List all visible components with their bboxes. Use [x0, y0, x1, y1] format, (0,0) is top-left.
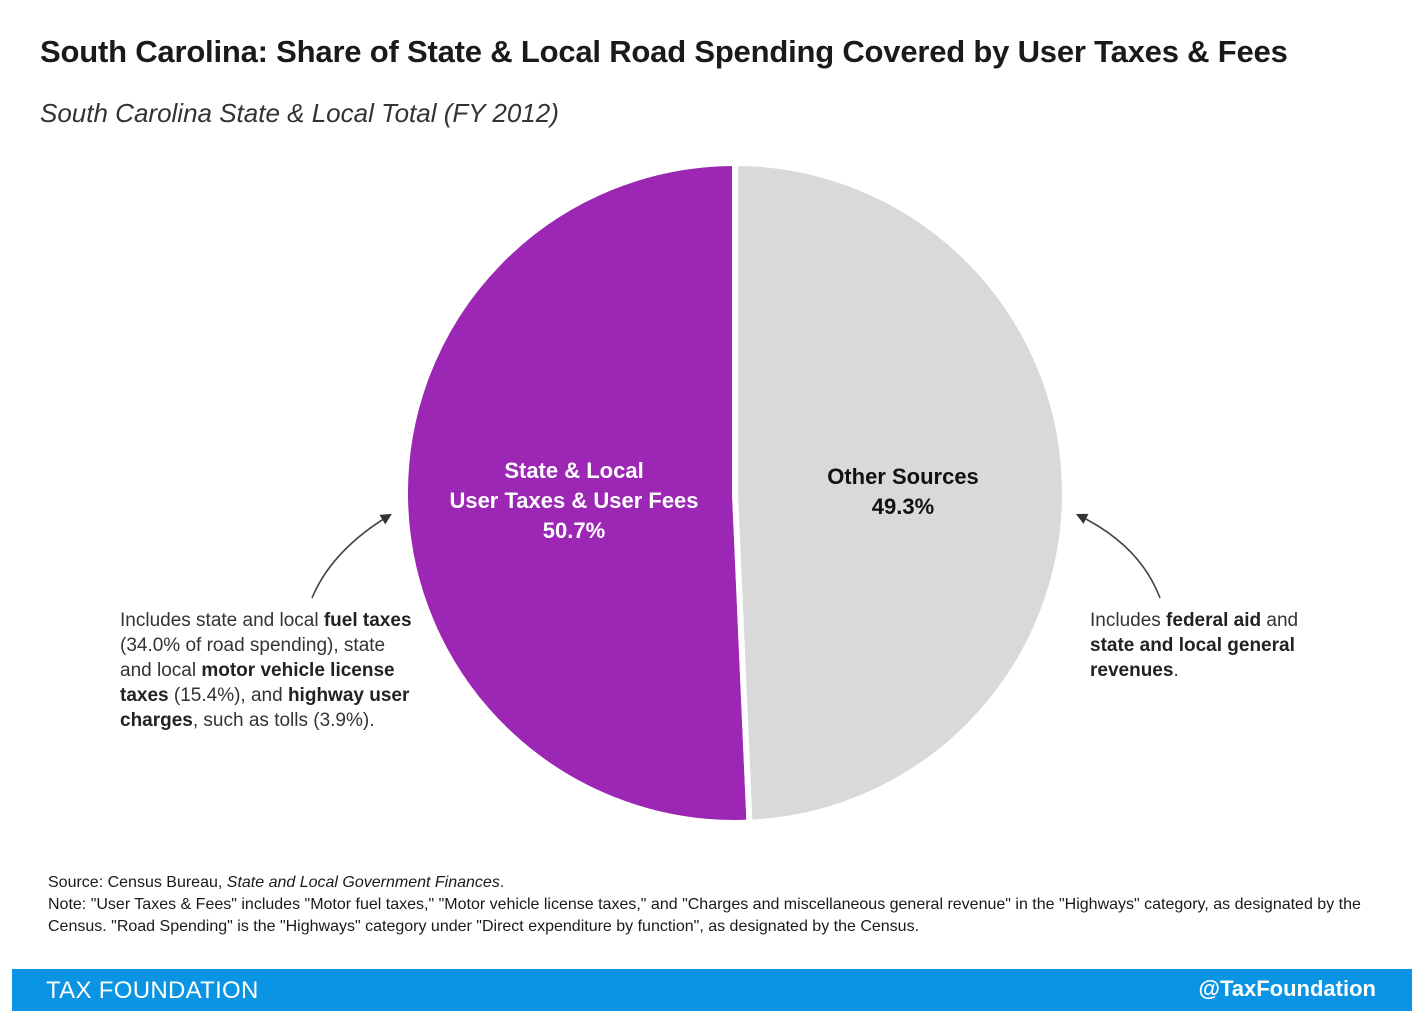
footer-bar: TAX FOUNDATION @TaxFoundation — [12, 969, 1412, 1011]
fuel-taxes-emphasis: fuel taxes — [323, 610, 412, 631]
pie-slices — [402, 160, 1068, 826]
user-charges-emphasis: highway user charges — [120, 685, 410, 731]
general-revenues-emphasis: state and local general revenues — [1090, 635, 1295, 681]
chart-title: South Carolina: Share of State & Local R… — [40, 34, 1288, 69]
pie-chart: State & Local User Taxes & User Fees 50.7%… — [311, 160, 1161, 826]
federal-aid-emphasis: federal aid — [1166, 610, 1262, 631]
chart-subtitle: South Carolina State & Local Total (FY 2… — [40, 98, 559, 128]
source-title: State and Local Government Finances — [226, 874, 500, 891]
footer-brand: TAX FOUNDATION — [46, 977, 259, 1004]
footer-handle[interactable]: @TaxFoundation — [1198, 976, 1376, 1001]
pie-slice-other-sources — [732, 160, 1068, 826]
source-line: Source: Census Bureau, State and Local G… — [48, 874, 505, 891]
user-taxes-label: State & Local User Taxes & User Fees 50.7% — [449, 458, 698, 543]
license-taxes-emphasis: motor vehicle license taxes — [120, 660, 395, 706]
note-line: Note: "User Taxes & Fees" includes "Moto… — [48, 896, 1361, 935]
left-annotation-arrow — [311, 513, 392, 599]
other-sources-annotation: Includes federal aid and state and local… — [1090, 610, 1299, 681]
source-note: Source: Census Bureau, State and Local G… — [48, 872, 1388, 938]
right-annotation-arrow — [1075, 513, 1161, 599]
pie-slice-labels: State & Local User Taxes & User Fees 50.7%… — [449, 458, 978, 543]
user-taxes-annotation: Includes state and local fuel taxes (34.… — [120, 610, 412, 731]
other-sources-label: Other Sources 49.3% — [827, 464, 979, 519]
pie-slice-user-taxes — [402, 160, 753, 826]
